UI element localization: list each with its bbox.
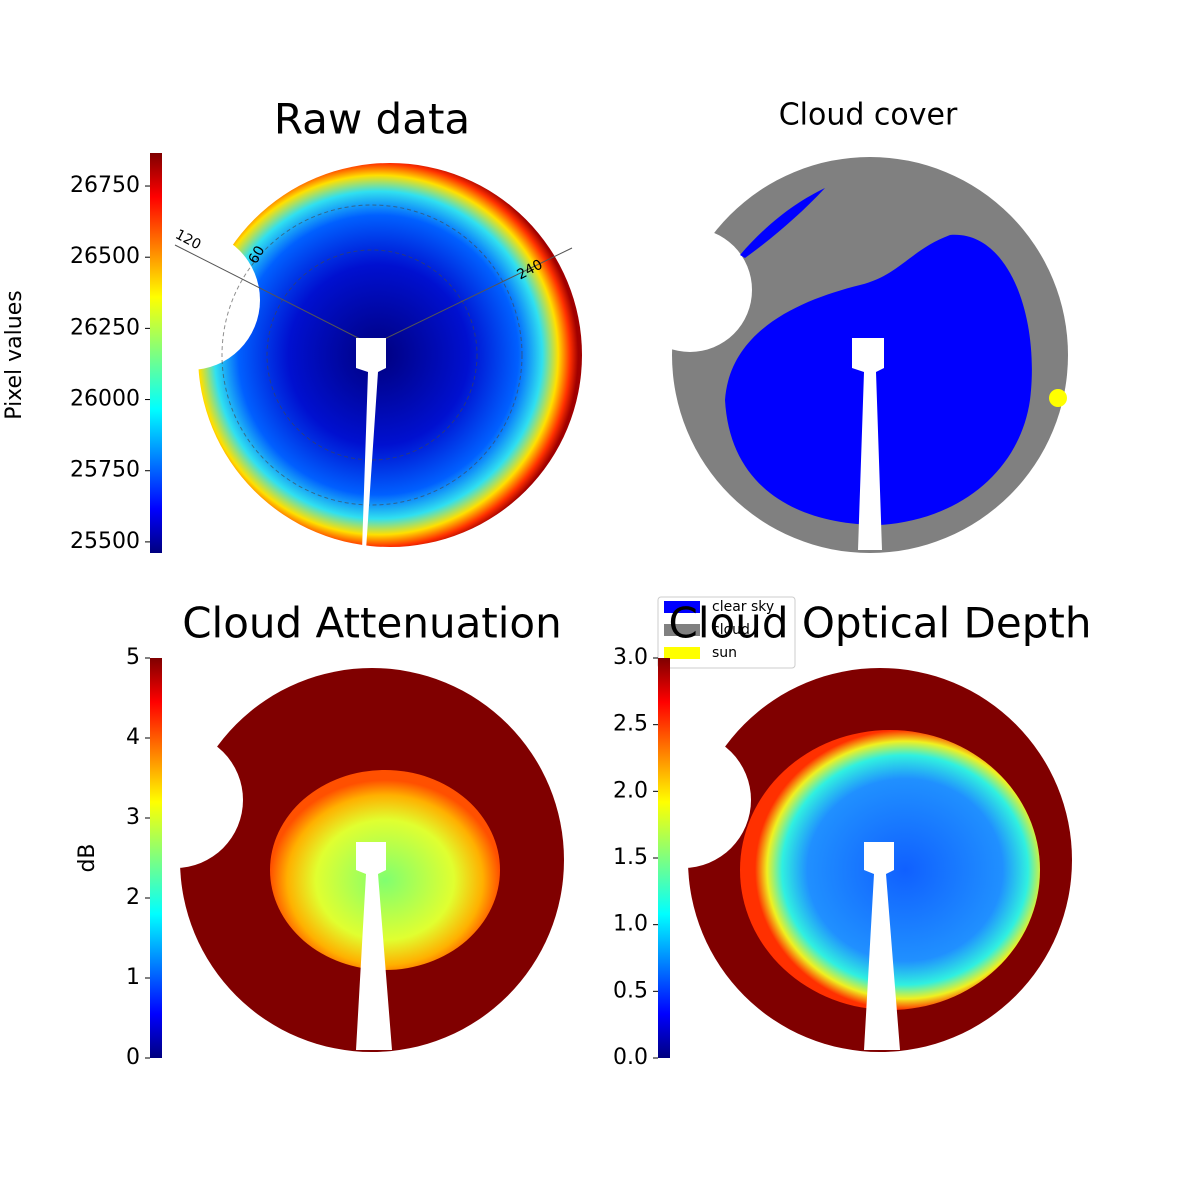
panel-title: Cloud Optical Depth xyxy=(669,599,1092,648)
colorbar-tick-label: 2 xyxy=(126,885,140,910)
legend-swatch xyxy=(664,624,700,636)
colorbar-tick-label: 0.5 xyxy=(613,978,648,1003)
legend-swatch xyxy=(664,601,700,613)
colorbar xyxy=(658,658,670,1058)
panel-title: Raw data xyxy=(274,95,470,144)
colorbar xyxy=(150,658,162,1058)
colorbar-tick-label: 3.0 xyxy=(613,645,648,670)
colorbar-label: Pixel values xyxy=(2,290,27,419)
colorbar-tick-label: 1.5 xyxy=(613,845,648,870)
colorbar-tick-label: 0.0 xyxy=(613,1045,648,1070)
colorbar-tick-label: 26250 xyxy=(70,315,140,340)
legend-label: clear sky xyxy=(712,599,774,615)
colorbar-tick-label: 1.0 xyxy=(613,912,648,937)
colorbar-tick-label: 25750 xyxy=(70,458,140,483)
colorbar-tick-label: 3 xyxy=(126,805,140,830)
colorbar-tick-label: 26000 xyxy=(70,387,140,412)
colorbar-tick-label: 5 xyxy=(126,645,140,670)
colorbar-tick-label: 2.5 xyxy=(613,712,648,737)
colorbar-tick-label: 26500 xyxy=(70,244,140,269)
colorbar-tick-label: 25500 xyxy=(70,529,140,554)
panel-title: Cloud Attenuation xyxy=(182,599,562,648)
cloud-cover-image xyxy=(628,157,1068,553)
colorbar-tick-label: 26750 xyxy=(70,173,140,198)
colorbar xyxy=(150,153,162,553)
optical-depth-image xyxy=(615,668,1072,1052)
colorbar-tick-label: 1 xyxy=(126,965,140,990)
colorbar-tick-label: 4 xyxy=(126,725,140,750)
panel-title: Cloud cover xyxy=(779,98,958,133)
colorbar-tick-label: 2.0 xyxy=(613,778,648,803)
attenuation-image xyxy=(107,668,564,1052)
legend-label: sun xyxy=(712,645,737,661)
raw-image xyxy=(120,163,582,550)
colorbar-label: dB xyxy=(75,843,100,872)
legend-label: cloud xyxy=(712,622,750,638)
legend-swatch xyxy=(664,647,700,659)
polar-label: 60 xyxy=(246,243,269,266)
colorbar-tick-label: 0 xyxy=(126,1045,140,1070)
